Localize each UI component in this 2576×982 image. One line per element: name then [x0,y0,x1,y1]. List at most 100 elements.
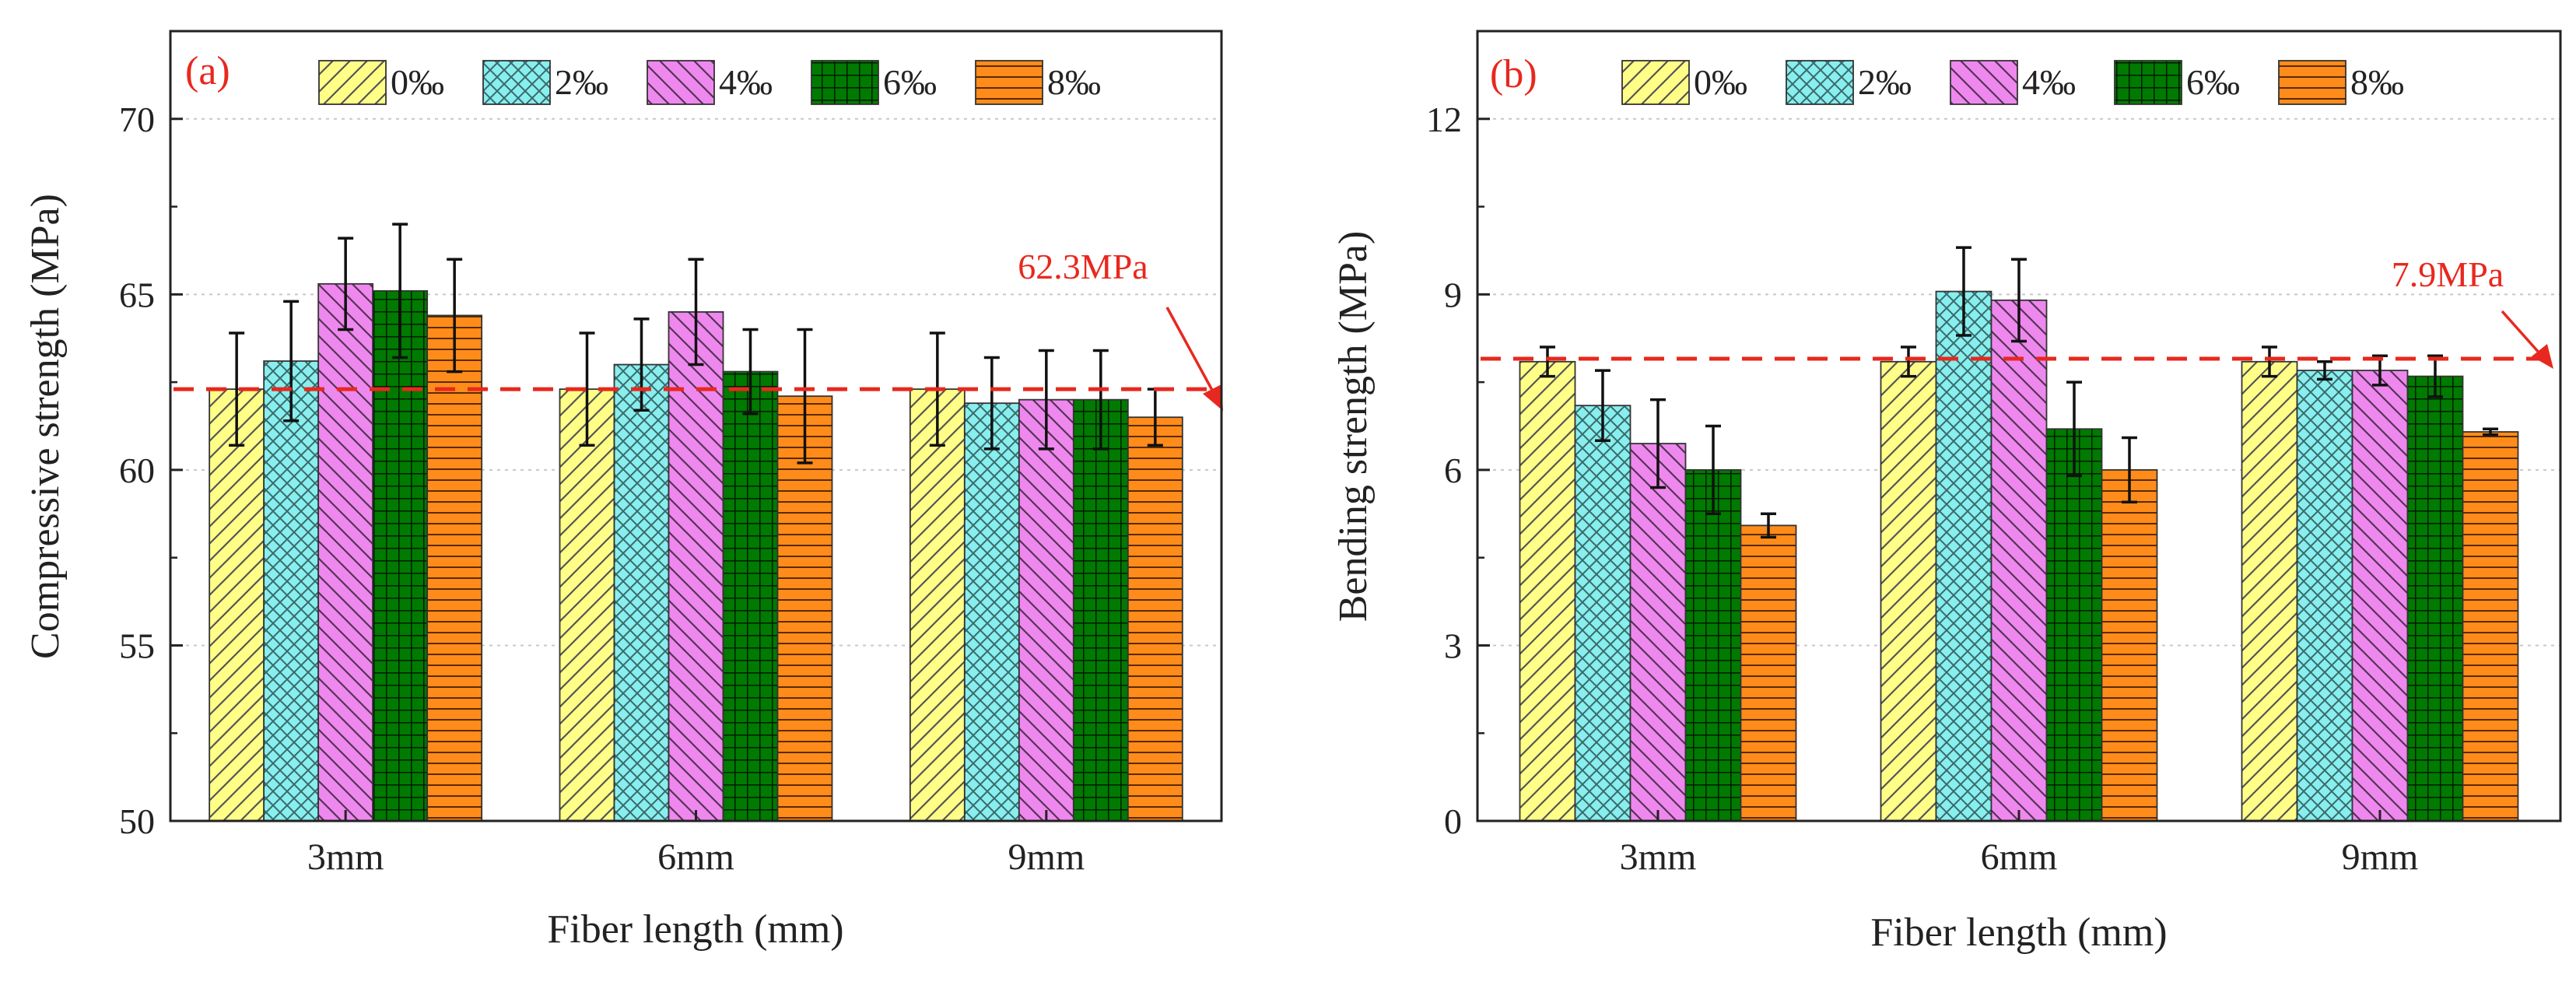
error-bar [283,300,300,423]
error-bar [2122,436,2137,503]
legend-swatch [1621,60,1690,105]
error-bar [1901,345,1916,378]
legend-item: 0‰ [1621,60,1747,105]
bar [2351,370,2409,822]
legend-item: 4‰ [1950,60,2076,105]
legend-label: 2‰ [555,62,608,102]
panel-a-ref-label: 62.3MPa [1018,247,1148,286]
bar [1018,398,1074,822]
bar [668,310,724,822]
legend-swatch [647,60,715,105]
bar [2241,360,2298,822]
error-bar [1092,349,1109,451]
y-tick-label: 70 [119,100,155,139]
legend-swatch [2278,60,2346,105]
error-bar [2427,354,2443,398]
y-tick-label: 55 [119,626,155,665]
error-bar [1956,246,1971,337]
bar [1519,360,1576,822]
bar [2296,370,2353,822]
bar [559,388,615,822]
x-tick-label: 9mm [1008,836,1085,878]
error-bar [2262,345,2277,378]
legend-label: 2‰ [1858,62,1912,102]
legend-swatch [2114,60,2182,105]
error-bar [688,258,704,366]
legend-item: 6‰ [811,60,937,105]
panel-a-ref-arrow-shaft [1165,307,1215,394]
error-bar [338,237,354,331]
x-tick-label: 3mm [307,836,384,878]
bar [776,395,833,822]
legend-label: 0‰ [1694,62,1747,102]
bar [963,402,1020,822]
y-tick-label: 6 [1444,451,1462,490]
legend-item: 4‰ [647,60,773,105]
bar [1990,299,2048,822]
error-bar [2483,427,2498,437]
error-bar [2011,258,2027,343]
bar [263,360,320,822]
legend-item: 2‰ [482,60,608,105]
y-tick-label: 9 [1444,275,1462,314]
bar [372,289,429,822]
panel-a: 62.3MPa 50 55 60 65 70 3mm 6mm 9mm (a) 0‰ 2‰ 4‰ 6… [23,30,1223,952]
error-bar [1761,512,1776,539]
panel-a-y-axis-title: Compressive strength (MPa) [23,194,68,659]
x-tick-label: 3mm [1620,836,1697,878]
legend-swatch [975,60,1043,105]
legend-item: 8‰ [975,60,1101,105]
bar [2406,375,2464,822]
panel-b-ref-arrow-shaft [2501,310,2542,356]
legend-label: 8‰ [1047,62,1101,102]
error-bar [1595,369,1610,443]
legend-label: 4‰ [2022,62,2076,102]
legend-item: 0‰ [318,60,444,105]
y-tick-label: 12 [1426,100,1462,139]
bar [722,370,779,822]
bar [2462,431,2519,822]
panel-a-legend: 0‰ 2‰ 4‰ 6‰ 8‰ [318,60,1101,105]
legend-label: 6‰ [2186,62,2240,102]
legend-label: 4‰ [719,62,773,102]
error-bar [392,223,408,359]
panel-a-x-axis-title: Fiber length (mm) [547,907,843,952]
panel-b-y-axis: 0 3 6 9 12 [1426,100,1490,841]
error-bar [633,317,650,412]
panel-b-x-axis: 3mm 6mm 9mm [1620,810,2418,878]
legend-swatch [318,60,387,105]
y-tick-label: 60 [119,451,155,490]
error-bar [1038,349,1054,451]
legend-swatch [811,60,879,105]
y-tick-label: 3 [1444,626,1462,665]
y-tick-label: 65 [119,275,155,314]
error-bar [2066,381,2082,478]
panel-b: 7.9MPa 0 3 6 9 12 3mm 6mm 9mm (b) 0‰ 2‰ 4‰ 6‰ 8‰ F… [1331,30,2562,955]
y-tick-label: 0 [1444,801,1462,841]
error-bar [797,328,813,465]
panel-b-label: (b) [1490,52,1537,96]
bar [1629,443,1687,822]
legend-label: 8‰ [2350,62,2404,102]
panel-b-bars [1519,290,2519,822]
y-tick-label: 50 [119,801,155,841]
error-bar [983,356,1000,451]
error-bar [579,331,595,447]
bar [1880,360,1937,822]
bar [2101,468,2158,822]
error-bar [742,328,759,416]
bar [1127,416,1183,822]
error-bar [447,258,463,374]
bar [1935,290,1992,822]
panel-b-x-axis-title: Fiber length (mm) [1870,910,2167,955]
legend-label: 6‰ [883,62,937,102]
panel-a-bars [209,282,1183,822]
error-bar [2317,360,2332,381]
panel-a-ref-arrow-head [1203,384,1223,411]
bar [613,363,670,822]
legend-swatch [1786,60,1854,105]
panel-a-label: (a) [185,49,230,93]
bar [1684,468,1742,822]
bar [209,388,265,822]
